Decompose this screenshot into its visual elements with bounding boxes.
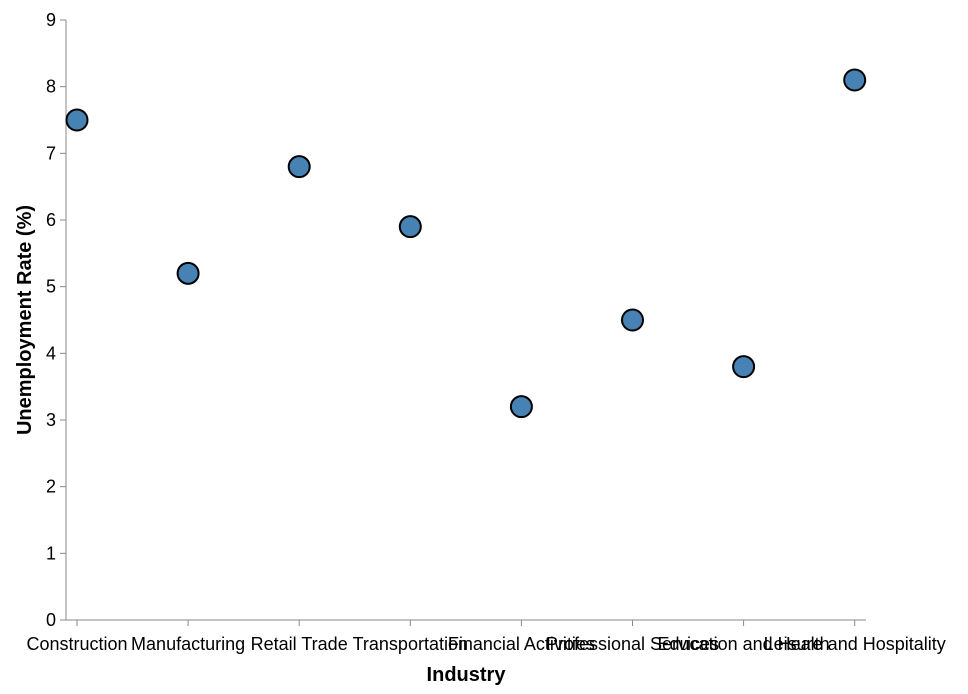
x-axis: Construction Manufacturing Retail Trade Tra…: [26, 619, 946, 654]
data-point: [65, 108, 89, 132]
y-tick-label: 4: [46, 343, 56, 363]
data-point: [732, 355, 756, 379]
x-axis-title: Industry: [427, 664, 507, 686]
y-axis-title: Unemployment Rate (%): [14, 205, 36, 435]
y-tick-label: 2: [46, 477, 56, 497]
y-axis: 0 1 2 3 4 5 6 7 8 9: [46, 10, 67, 630]
y-tick-label: 5: [46, 277, 56, 297]
x-tick-label: Financial Activities: [448, 634, 595, 654]
data-point: [398, 215, 422, 239]
y-tick-label: 1: [46, 543, 56, 563]
y-tick-label: 0: [46, 610, 56, 630]
data-points: [65, 68, 867, 419]
x-tick-label: Transportation: [353, 634, 468, 654]
y-tick-label: 8: [46, 77, 56, 97]
data-point: [287, 155, 311, 179]
data-point: [843, 68, 867, 92]
x-tick-label: Construction: [26, 634, 127, 654]
y-tick-label: 3: [46, 410, 56, 430]
x-tick-label: Leisure and Hospitality: [764, 634, 946, 654]
y-tick-label: 6: [46, 210, 56, 230]
x-tick-label: Professional Services: [546, 634, 719, 654]
data-point: [509, 395, 533, 419]
data-point: [176, 261, 200, 285]
x-tick-label: Manufacturing: [131, 634, 245, 654]
data-point: [621, 308, 644, 332]
y-tick-label: 7: [46, 143, 56, 163]
x-tick-label: Education and Health: [658, 634, 830, 654]
x-tick-label: Retail Trade: [251, 634, 348, 654]
y-tick-label: 9: [46, 10, 56, 30]
